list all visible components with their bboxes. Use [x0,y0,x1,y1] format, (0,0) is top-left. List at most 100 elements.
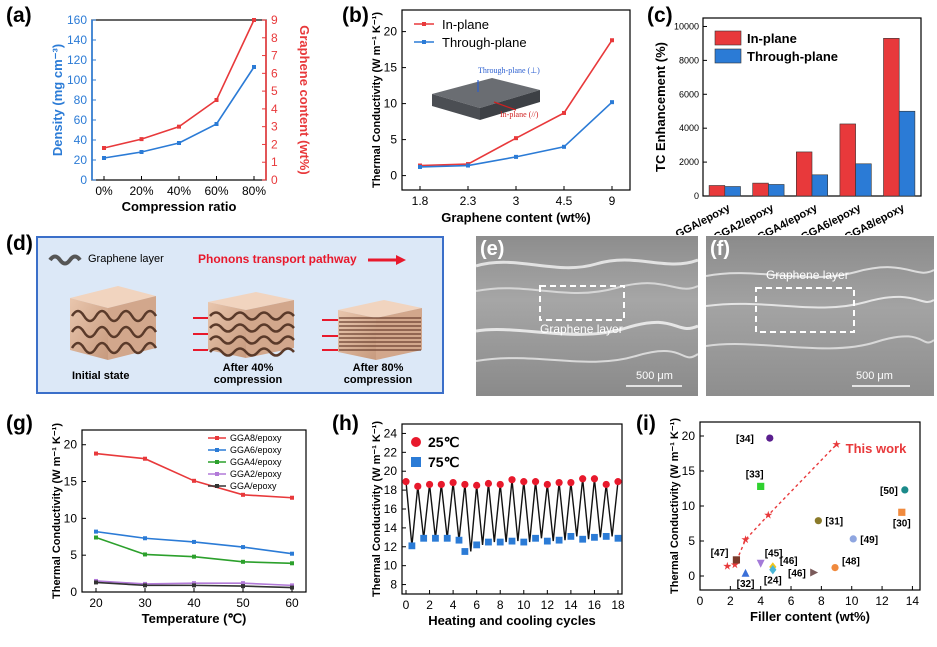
y-tick-label: 14 [384,521,398,535]
legend-marker [215,436,219,440]
y-tick-label: 2000 [679,157,699,167]
x-tick-label: 0 [403,598,410,612]
reference-label: [24] [764,576,782,587]
x-axis-title: Graphene content (wt%) [441,210,591,225]
reference-point [741,568,750,577]
y-tick-label-right: 7 [271,49,278,63]
y-tick-label: 20 [384,25,398,39]
data-point [514,154,518,159]
data-point-25c [508,476,516,484]
chart-a: 0 20 40 60 80 100 120 140 160 0 1 2 3 4 5 6 7 8 9 0% 20% 40% 6… [50,13,312,214]
y-tick-label: 4000 [679,123,699,133]
bar [839,123,856,197]
y-tick-label-right: 2 [271,137,278,151]
in-plane-inset-label: In-plane (//) [500,110,539,119]
y-tick-label: 0 [70,585,77,599]
y-tick-label-left: 20 [74,153,88,167]
reference-label: [47] [711,548,729,559]
graphene-layer-legend: Graphene layer [88,253,164,265]
reference-label: [30] [893,518,911,529]
data-point-25c [484,479,493,488]
data-point-25c [614,478,622,486]
data-point [143,456,147,461]
reference-label: [33] [746,469,764,480]
legend-swatch [714,30,742,46]
data-point [290,583,294,588]
y-tick-label: 10 [384,559,398,573]
y-tick-label: 20 [384,464,398,478]
data-point-25c [567,478,575,487]
y-tick-label: 5 [390,133,397,147]
data-point [290,551,294,556]
this-work-label: This work [846,441,907,456]
data-point-25c [473,481,481,489]
x-tick-label: 14 [564,598,578,612]
data-point [177,141,181,145]
panel-b-label: (b) [342,4,369,27]
x-tick-label: 0 [697,594,704,608]
y-tick-label-right: 5 [271,84,278,98]
reference-point [757,482,765,490]
reference-point [766,434,774,442]
data-point [192,581,196,586]
data-point-25c [437,480,445,489]
data-point [214,122,219,126]
y-tick-label-right: 3 [271,120,278,134]
panel-e: (e) Graphene layer 500 μm [476,236,698,396]
data-point [562,144,566,149]
data-point [290,585,294,590]
panel-e-label: (e) [480,238,505,260]
panel-h: (h) 8 10 12 14 16 18 20 22 24 0 2 4 6 8 10 12 14 16 18 Heat… [330,410,630,642]
this-work-point [723,561,732,570]
y-axis-title: Thermal Conductivity (W m⁻¹ K⁻¹) [371,421,383,597]
x-tick-label: 18 [611,598,625,612]
reference-point [849,535,857,543]
data-point-25c [414,482,422,490]
y-tick-label: 16 [384,502,398,516]
data-point [102,156,106,160]
x-tick-label: 2 [727,594,734,608]
panel-d-label: (d) [6,232,33,255]
data-point [94,451,98,456]
legend-marker [411,457,421,467]
y-axis-title: Thermal Conductivity (W m⁻¹ K⁻¹) [51,423,63,599]
y-tick-label: 0 [694,191,699,201]
y-tick-label-right: 1 [271,155,278,169]
y-axis-title: TC Enhancement (%) [653,42,668,172]
y-tick-label-right: 9 [271,13,278,27]
y-tick-label-left: 120 [67,53,87,67]
y-tick-label-left: 140 [67,33,87,47]
data-point-75c [420,534,428,542]
graphene-layer-icon [48,254,82,266]
stage-80-label: After 80% compression [343,362,413,386]
data-point [252,18,256,22]
data-point [610,38,614,43]
panel-d: (d) [0,228,470,403]
reference-label: [45] [765,548,783,559]
y-tick-label-left: 100 [67,73,87,87]
panel-c: (c) 0 2000 4000 6000 8000 10000 TC Enhancement… [645,0,937,244]
data-point [139,137,144,142]
data-point-75c [473,541,481,549]
y-tick-label-left: 60 [74,113,88,127]
x-tick-label: 30 [138,596,152,610]
compressed-80-block [322,300,422,360]
scale-bar-e: 500 μm [636,370,673,382]
this-work-point [730,560,739,569]
legend-marker [215,472,219,476]
bar [724,186,741,197]
panel-b: (b) 0 5 10 15 20 1.8 2.3 3 4.5 9 Graphene content … [340,0,640,225]
reference-point [898,508,906,516]
legend-marker [215,448,219,452]
reference-point [901,486,909,494]
reference-point [732,556,741,564]
reference-label: [32] [737,579,755,590]
data-point [143,536,147,541]
data-point [94,580,98,585]
data-point-25c [531,478,540,486]
bar [898,110,916,197]
phonon-pathway-legend: Phonons transport pathway [198,252,357,266]
y-tick-label: 5 [70,548,77,562]
data-point-25c [449,478,457,487]
y-tick-label-right: 4 [271,102,278,116]
